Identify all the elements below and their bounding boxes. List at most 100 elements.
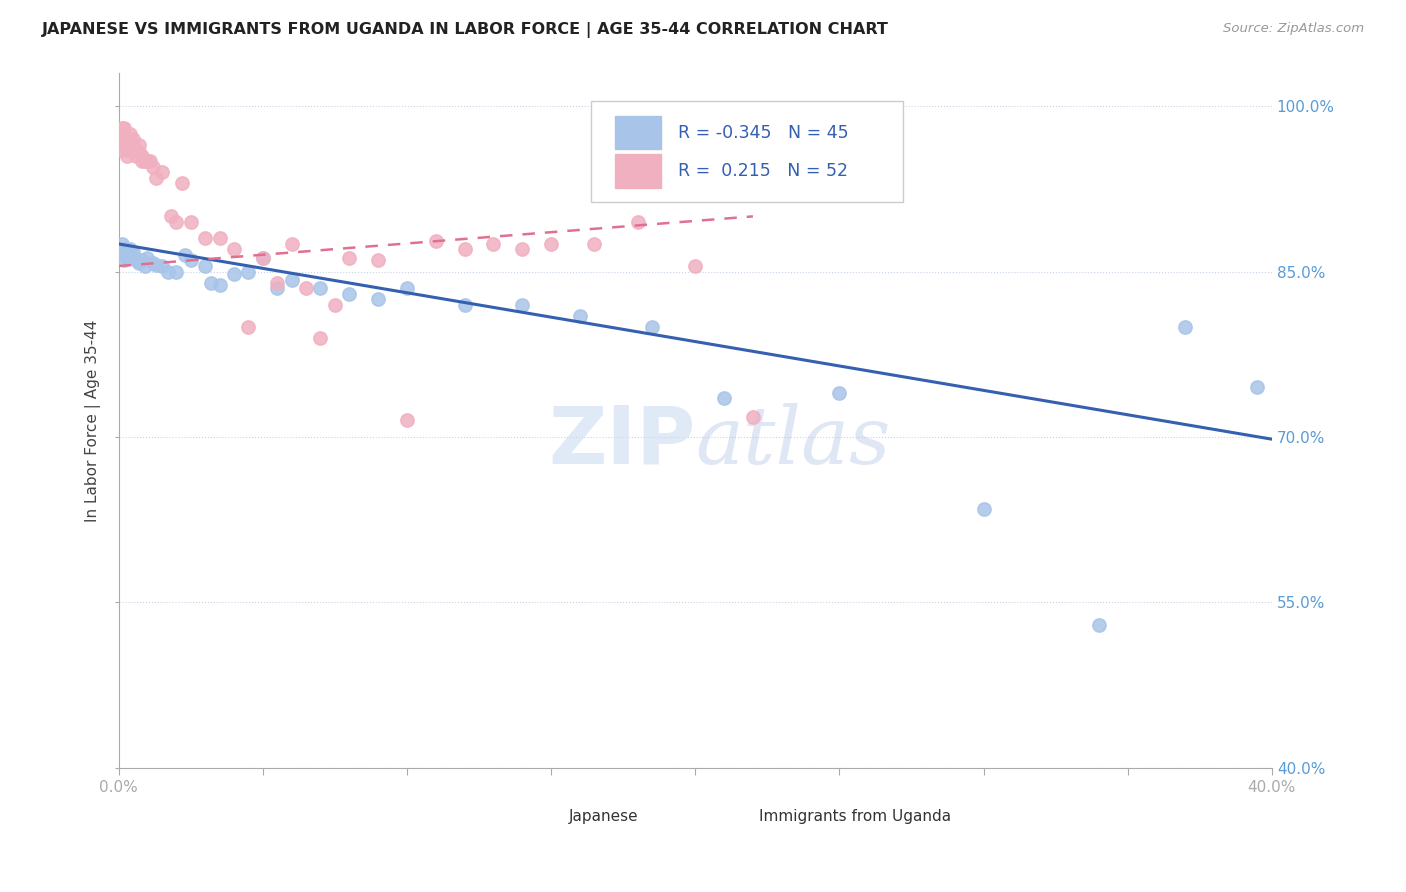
Point (1174, 319, 1197, 334)
Point (453, 243, 475, 257)
Point (125, 143, 148, 157)
Point (742, 410, 765, 425)
Point (266, 276, 288, 290)
Point (200, 276, 222, 290)
Point (568, 309, 591, 323)
Point (117, 252, 139, 266)
Point (626, 215, 648, 229)
Point (117, 132, 139, 146)
Point (973, 501, 995, 516)
Y-axis label: In Labor Force | Age 35-44: In Labor Force | Age 35-44 (86, 319, 101, 522)
Point (120, 248, 142, 262)
Text: atlas: atlas (696, 402, 890, 480)
Point (112, 243, 135, 257)
Point (280, 273, 302, 287)
Point (112, 137, 135, 152)
Point (136, 252, 159, 266)
Point (136, 154, 159, 169)
Point (540, 236, 562, 251)
Point (150, 259, 173, 273)
Point (122, 132, 145, 146)
Point (641, 319, 664, 334)
Point (112, 127, 135, 141)
Point (112, 253, 135, 268)
Point (128, 145, 150, 160)
Point (117, 149, 139, 163)
Point (120, 143, 142, 157)
Point (252, 252, 274, 266)
Point (117, 143, 139, 157)
Point (309, 281, 332, 295)
Point (337, 252, 360, 266)
Text: Source: ZipAtlas.com: Source: ZipAtlas.com (1223, 22, 1364, 36)
Point (110, 243, 132, 257)
Point (112, 121, 135, 136)
Point (110, 132, 132, 146)
Point (180, 253, 202, 268)
Point (453, 298, 475, 312)
Point (395, 281, 418, 295)
Point (367, 253, 389, 268)
Point (194, 259, 217, 273)
Point (222, 243, 245, 257)
Point (208, 277, 231, 292)
Text: ZIP: ZIP (548, 402, 696, 480)
Point (122, 252, 145, 266)
Point (172, 176, 194, 190)
Point (367, 292, 389, 306)
Point (685, 259, 707, 273)
Point (125, 253, 148, 268)
Point (134, 154, 156, 169)
Point (122, 244, 145, 259)
Point (482, 236, 505, 251)
FancyBboxPatch shape (718, 806, 741, 827)
Text: JAPANESE VS IMMIGRANTS FROM UGANDA IN LABOR FORCE | AGE 35-44 CORRELATION CHART: JAPANESE VS IMMIGRANTS FROM UGANDA IN LA… (42, 22, 889, 38)
Point (583, 236, 606, 251)
Point (110, 121, 132, 136)
Point (238, 264, 260, 278)
Point (280, 236, 302, 251)
Point (208, 231, 231, 245)
Point (110, 236, 132, 251)
FancyBboxPatch shape (529, 806, 551, 827)
FancyBboxPatch shape (614, 116, 661, 150)
Text: R = -0.345   N = 45: R = -0.345 N = 45 (678, 124, 849, 142)
Point (510, 243, 533, 257)
Point (222, 267, 245, 281)
Point (1246, 380, 1268, 394)
Point (252, 252, 274, 266)
Point (510, 298, 533, 312)
Point (117, 244, 139, 259)
Point (128, 256, 150, 270)
Point (156, 264, 179, 278)
Point (194, 231, 217, 245)
Point (1088, 617, 1111, 632)
Point (323, 298, 346, 312)
Point (425, 234, 447, 248)
Point (142, 256, 165, 270)
Point (120, 137, 142, 152)
Point (337, 286, 360, 301)
Point (165, 264, 187, 278)
Point (139, 154, 162, 169)
Point (150, 165, 173, 179)
Text: R =  0.215   N = 52: R = 0.215 N = 52 (678, 162, 848, 180)
FancyBboxPatch shape (614, 154, 661, 187)
Point (180, 215, 202, 229)
Point (120, 243, 142, 257)
Point (110, 143, 132, 157)
Point (134, 259, 156, 273)
Point (828, 385, 851, 400)
Point (131, 149, 153, 163)
Point (266, 281, 288, 295)
Point (713, 392, 735, 406)
Point (145, 258, 167, 272)
Point (128, 137, 150, 152)
Point (238, 319, 260, 334)
Point (131, 154, 153, 169)
Point (295, 281, 318, 295)
Point (309, 331, 332, 345)
FancyBboxPatch shape (592, 101, 903, 202)
Point (395, 413, 418, 427)
Point (131, 253, 153, 268)
